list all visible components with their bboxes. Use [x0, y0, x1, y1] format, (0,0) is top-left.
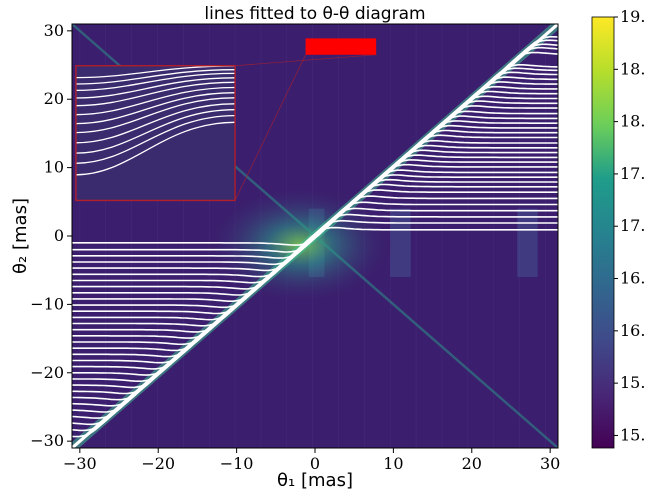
inset-connector: [235, 54, 377, 67]
x-tick-label: −20: [141, 454, 175, 473]
y-axis: −30 −20 −10 0 10 20 30: [30, 21, 72, 450]
plot-area: [72, 24, 558, 448]
x-tick-label: −30: [63, 454, 97, 473]
inset-line: [75, 97, 236, 134]
colorbar-tick-label: 16.5: [620, 269, 646, 288]
inset-background: [75, 65, 236, 201]
inset-line: [75, 121, 236, 176]
colorbar-tick-label: 17.5: [620, 164, 646, 183]
x-axis-label: θ₁ [mas]: [277, 470, 353, 491]
y-tick-label: 10: [44, 158, 64, 177]
x-tick-label: −10: [220, 454, 254, 473]
inset-connector: [234, 54, 306, 201]
inset-line: [75, 92, 236, 125]
y-tick-label: 20: [44, 89, 64, 108]
fitted-line-diagonal: [72, 24, 558, 448]
inset-line: [75, 65, 236, 79]
inset-frame: [75, 65, 236, 202]
x-tick-label: 0: [310, 454, 320, 473]
colorbar-tick-label: 18.5: [620, 59, 646, 78]
highlight-box: [305, 38, 377, 55]
colorbar-tick-label: 15.5: [620, 373, 646, 392]
chart-title: lines fitted to θ-θ diagram: [204, 4, 425, 24]
fitted-lines: [72, 24, 558, 448]
heatmap-band: [390, 208, 411, 278]
inset-line: [75, 72, 236, 92]
y-tick-label: −10: [30, 294, 64, 313]
inset-line: [75, 77, 236, 99]
y-axis-label: θ₂ [mas]: [10, 198, 31, 274]
colorbar-tick-label: 16.0: [620, 321, 646, 340]
y-tick-label: −20: [30, 363, 64, 382]
colorbar-tick-label: 17.0: [620, 216, 646, 235]
heatmap-band: [517, 208, 538, 278]
inset-line: [75, 109, 236, 154]
inset: [75, 54, 377, 202]
inset-line: [75, 103, 236, 144]
colorbar-ticks: 15.0 15.5 16.0 16.5 17.0 17.5 18.0 18.5 19.0: [614, 7, 646, 444]
y-tick-label: 0: [54, 226, 64, 245]
x-tick-label: 10: [383, 454, 403, 473]
colorbar-tick-label: 18.0: [620, 112, 646, 131]
inset-line: [75, 81, 236, 107]
inset-line: [75, 114, 236, 164]
x-tick-label: 20: [462, 454, 482, 473]
y-tick-label: −30: [30, 431, 64, 450]
inset-line: [75, 86, 236, 116]
x-axis: −30 −20 −10 0 10 20 30: [63, 448, 560, 473]
colorbar-tick-label: 15.0: [620, 425, 646, 444]
y-tick-label: 30: [44, 21, 64, 40]
colorbar: [591, 16, 615, 449]
inset-line: [75, 69, 236, 85]
colorbar-tick-label: 19.0: [620, 7, 646, 26]
x-tick-label: 30: [540, 454, 560, 473]
